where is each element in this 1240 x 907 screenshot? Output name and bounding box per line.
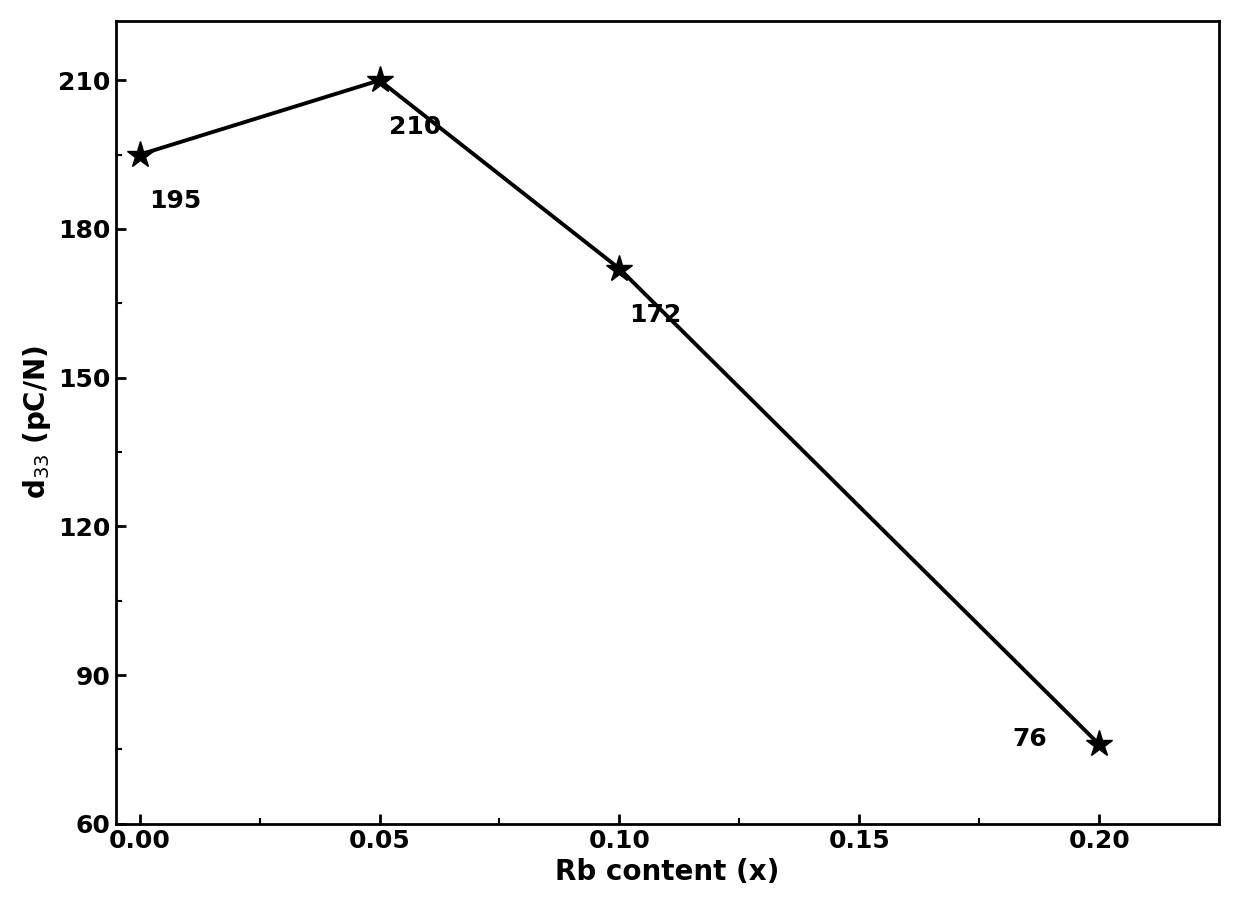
Text: 195: 195 bbox=[149, 190, 201, 213]
Y-axis label: d$_{33}$ (pC/N): d$_{33}$ (pC/N) bbox=[21, 346, 53, 499]
Text: 172: 172 bbox=[629, 303, 681, 327]
Text: 210: 210 bbox=[389, 115, 441, 139]
X-axis label: Rb content (x): Rb content (x) bbox=[556, 858, 780, 886]
Text: 76: 76 bbox=[1013, 727, 1048, 752]
